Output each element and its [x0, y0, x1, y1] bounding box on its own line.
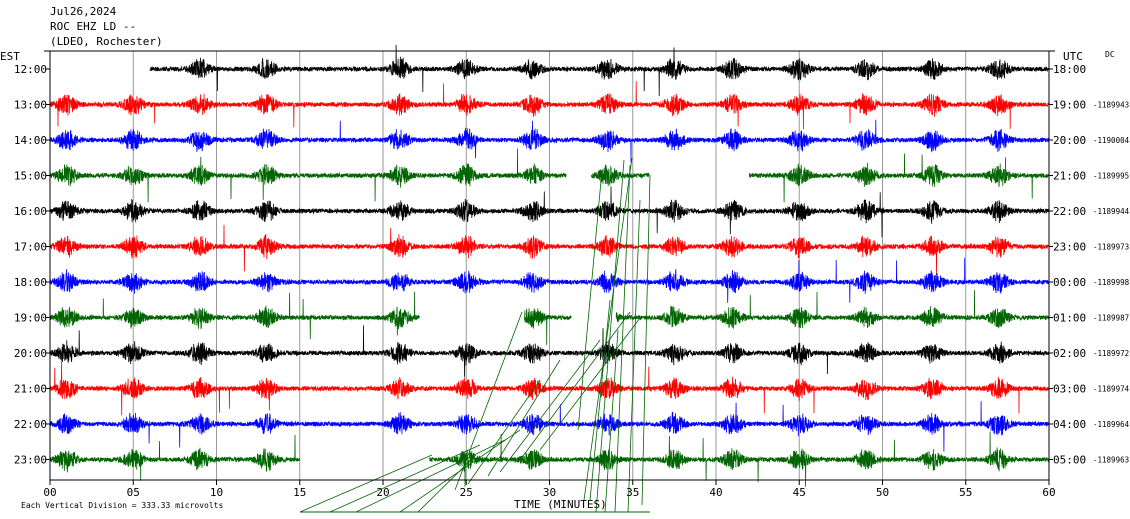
x-tick-label: 20 — [376, 486, 389, 499]
dc-offset-label: -1189972 — [1093, 349, 1129, 358]
x-tick-label: 00 — [43, 486, 56, 499]
est-hour-label: 15:00 — [14, 170, 47, 183]
x-tick-label: 10 — [210, 486, 223, 499]
utc-hour-label: 03:00 — [1053, 383, 1086, 396]
dc-offset-label: -1189998 — [1093, 278, 1130, 287]
dc-offset-label: -1190004 — [1093, 136, 1130, 145]
est-hour-label: 21:00 — [14, 383, 47, 396]
header-network: (LDEO, Rochester) — [50, 35, 163, 48]
excursion-line — [577, 169, 603, 431]
x-tick-labels: 00 05 10 15 20 25 30 35 40 45 50 55 60 — [43, 480, 1056, 499]
excursion-line — [467, 379, 541, 485]
trace-row — [49, 325, 1050, 377]
trace-excursions — [299, 157, 651, 513]
trace-row — [49, 290, 1050, 345]
est-hour-label: 14:00 — [14, 134, 47, 147]
trace-row — [49, 224, 1050, 275]
excursion-line — [614, 164, 631, 513]
dc-offset-label: -1189963 — [1093, 456, 1129, 465]
dc-offset-label: -1189943 — [1093, 101, 1129, 110]
row-labels: 12:00 18:00 13:00 19:00 -1189943 14:00 20:00 -1… — [14, 63, 1130, 467]
dc-offset-label: -1189995 — [1093, 172, 1129, 181]
excursion-line — [589, 299, 611, 501]
x-tick-label: 35 — [626, 486, 639, 499]
est-zone-label: EST — [0, 50, 20, 63]
utc-hour-label: 23:00 — [1053, 241, 1086, 254]
est-hour-label: 17:00 — [14, 241, 47, 254]
header-date: Jul26,2024 — [50, 5, 117, 18]
trace-row — [49, 401, 1049, 452]
x-tick-label: 50 — [876, 486, 889, 499]
utc-hour-label: 01:00 — [1053, 312, 1086, 325]
dc-label: DC — [1105, 50, 1115, 59]
est-hour-label: 22:00 — [14, 418, 47, 431]
header-station: ROC EHZ LD -- — [50, 20, 136, 33]
utc-hour-label: 04:00 — [1053, 418, 1086, 431]
excursion-line — [329, 444, 481, 513]
est-hour-label: 23:00 — [14, 454, 47, 467]
x-tick-label: 45 — [793, 486, 806, 499]
chart-grid — [132, 51, 967, 480]
utc-hour-label: 18:00 — [1053, 63, 1086, 76]
est-hour-label: 12:00 — [14, 63, 47, 76]
excursion-line — [487, 359, 561, 477]
x-tick-label: 15 — [293, 486, 306, 499]
excursion-line — [641, 174, 651, 506]
x-tick-label: 05 — [127, 486, 140, 499]
dc-offset-label: -1189974 — [1093, 385, 1130, 394]
excursion-line — [539, 317, 641, 451]
trace-row — [149, 44, 1050, 97]
x-axis-title: TIME (MINUTES) — [514, 498, 607, 511]
trace-row — [49, 81, 1050, 130]
utc-hour-label: 22:00 — [1053, 205, 1086, 218]
excursion-line — [454, 311, 523, 491]
utc-hour-label: 21:00 — [1053, 170, 1086, 183]
excursion-line — [499, 339, 601, 473]
utc-hour-label: 02:00 — [1053, 347, 1086, 360]
trace-row — [49, 257, 1050, 303]
x-tick-label: 30 — [543, 486, 556, 499]
trace-row — [49, 186, 1050, 238]
x-tick-label: 25 — [460, 486, 473, 499]
utc-hour-label: 19:00 — [1053, 99, 1086, 112]
utc-zone-label: UTC — [1063, 50, 1083, 63]
x-tick-label: 60 — [1042, 486, 1055, 499]
x-tick-label: 40 — [709, 486, 722, 499]
utc-hour-label: 20:00 — [1053, 134, 1086, 147]
trace-row — [49, 361, 1050, 416]
dc-offset-label: -1189964 — [1093, 420, 1130, 429]
trace-row — [49, 431, 1050, 487]
seismic-traces — [49, 44, 1050, 487]
excursion-line — [595, 159, 625, 513]
trace-row — [49, 119, 1050, 163]
dc-offset-label: -1189944 — [1093, 207, 1130, 216]
excursion-line — [583, 157, 633, 501]
est-hour-label: 20:00 — [14, 347, 47, 360]
est-hour-label: 13:00 — [14, 99, 47, 112]
dc-offset-label: -1189987 — [1093, 314, 1129, 323]
est-hour-label: 18:00 — [14, 276, 47, 289]
dc-offset-label: -1189973 — [1093, 243, 1129, 252]
excursion-line — [519, 311, 631, 461]
utc-hour-label: 05:00 — [1053, 454, 1086, 467]
x-tick-label: 55 — [959, 486, 972, 499]
est-hour-label: 16:00 — [14, 205, 47, 218]
excursion-line — [627, 199, 641, 513]
utc-hour-label: 00:00 — [1053, 276, 1086, 289]
est-hour-label: 19:00 — [14, 312, 47, 325]
excursion-line — [299, 454, 433, 513]
excursion-line — [604, 329, 619, 513]
footer-division-note: Each Vertical Division = 333.33 microvol… — [21, 501, 223, 510]
excursion-line — [355, 439, 506, 513]
excursion-line — [417, 454, 477, 513]
